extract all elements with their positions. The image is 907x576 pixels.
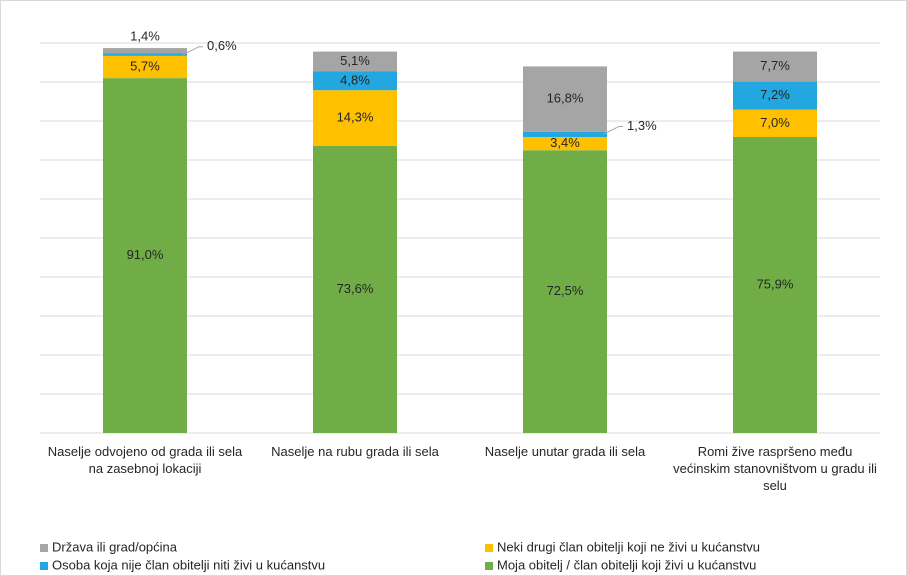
bar-segment (733, 81, 817, 110)
data-label: 0,6% (207, 38, 237, 53)
legend-label: Neki drugi član obitelji koji ne živi u … (497, 539, 760, 554)
bar-segment (103, 55, 187, 79)
data-label: 73,6% (337, 281, 374, 296)
bar-segment (103, 53, 187, 56)
data-label: 1,3% (627, 118, 657, 133)
x-tick-label: Naselje na rubu grada ili sela (271, 444, 439, 459)
legend-label: Država ili grad/općina (52, 539, 178, 554)
data-label: 75,9% (757, 276, 794, 291)
data-label: 7,2% (760, 87, 790, 102)
bar-segment (523, 150, 607, 433)
legend-label: Osoba koja nije član obitelji niti živi … (52, 557, 325, 572)
data-label: 3,4% (550, 135, 580, 150)
legend-swatch (485, 544, 493, 552)
bar-segment (523, 66, 607, 132)
data-label: 7,7% (760, 58, 790, 73)
bar-segment (523, 136, 607, 151)
data-label: 91,0% (127, 247, 164, 262)
legend-label: Moja obitelj / član obitelji koji živi u… (497, 557, 756, 572)
data-label: 5,1% (340, 53, 370, 68)
x-tick-label: Naselje odvojeno od grada ili sela na za… (47, 444, 243, 476)
data-label: 72,5% (547, 283, 584, 298)
data-label: 4,8% (340, 72, 370, 87)
data-label: 7,0% (760, 115, 790, 130)
bar-segment (313, 71, 397, 91)
bar-segment (523, 131, 607, 137)
legend-swatch (40, 562, 48, 570)
bar-segment (733, 51, 817, 82)
bar-segment (103, 48, 187, 54)
data-label: 14,3% (337, 110, 374, 125)
data-label: 5,7% (130, 58, 160, 73)
legend-swatch (40, 544, 48, 552)
x-tick-label: Romi žive raspršeno među većinskim stano… (673, 444, 877, 493)
bar-segment (733, 136, 817, 434)
bar-segment (313, 145, 397, 433)
bar-segment (313, 51, 397, 72)
bar-segment (313, 90, 397, 146)
legend-swatch (485, 562, 493, 570)
bar-segment (103, 78, 187, 433)
data-label: 16,8% (547, 91, 584, 106)
data-label: 1,4% (130, 29, 160, 44)
bar-segment (733, 109, 817, 137)
leader-line (182, 46, 203, 56)
x-tick-label: Naselje unutar grada ili sela (484, 444, 646, 459)
leader-line (602, 125, 623, 135)
